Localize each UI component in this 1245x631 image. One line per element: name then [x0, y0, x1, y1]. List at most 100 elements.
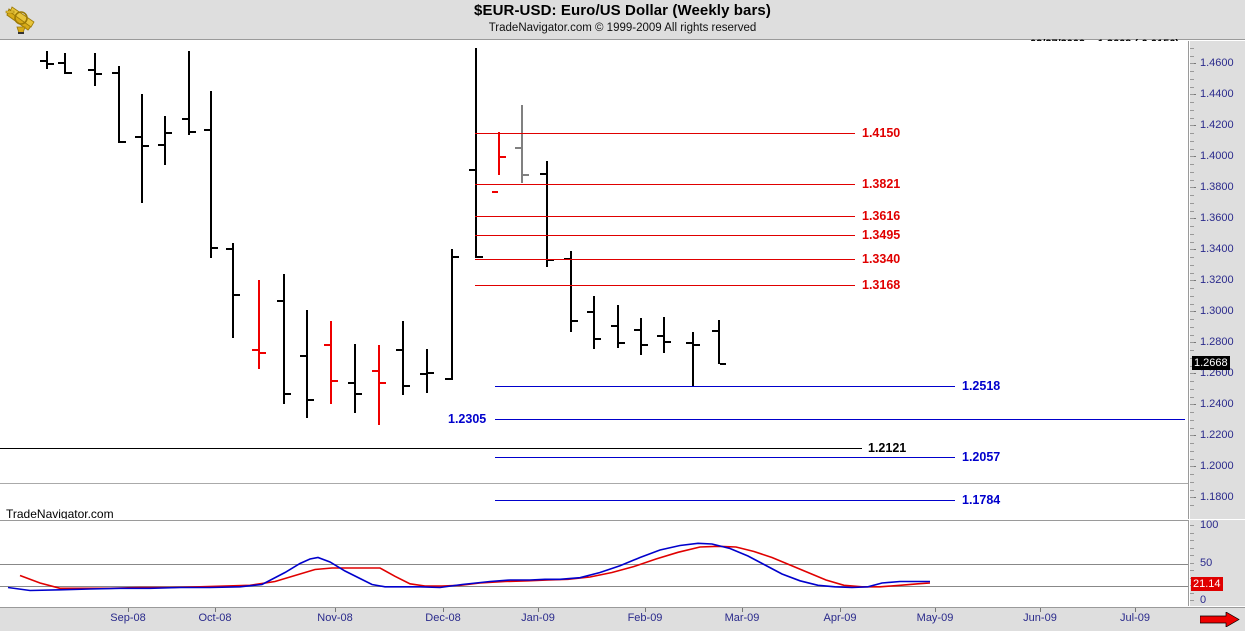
resistance-label: 1.4150 — [862, 126, 901, 141]
bar-close-tick — [619, 342, 625, 345]
ohlc-bar — [348, 343, 362, 413]
date-axis[interactable]: Sep-08 Oct-08 Nov-08 Dec-08 Jan-09 Feb-09 Mar-… — [0, 607, 1245, 631]
stochastic-axis-tick — [1190, 525, 1194, 526]
date-axis-tick — [128, 608, 129, 612]
bar-close-tick — [720, 362, 726, 365]
price-axis-minor-tick — [1190, 102, 1194, 104]
bar-close-tick — [190, 130, 196, 133]
price-axis-label: 1.2600 — [1200, 367, 1234, 380]
price-axis-minor-tick — [1190, 388, 1194, 390]
bar-close-tick — [428, 371, 434, 374]
bar-close-tick — [212, 247, 218, 250]
resistance-line[interactable] — [475, 234, 855, 236]
price-axis-minor-tick — [1190, 187, 1194, 189]
date-axis-label: Oct-08 — [198, 612, 232, 624]
price-axis-label: 1.2000 — [1200, 460, 1234, 473]
bar-open-tick — [182, 117, 188, 120]
price-axis-minor-tick — [1190, 412, 1194, 414]
ohlc-bar — [611, 305, 625, 348]
price-axis-minor-tick — [1190, 319, 1194, 321]
date-axis-label: Sep-08 — [110, 612, 146, 624]
resistance-line[interactable] — [475, 258, 855, 260]
bar-close-tick — [48, 63, 54, 66]
stochastic-pane[interactable] — [0, 520, 1189, 606]
sextant-logo-icon — [4, 3, 38, 35]
date-axis-label: Jan-09 — [521, 612, 555, 624]
price-axis-minor-tick — [1190, 71, 1194, 73]
bar-close-tick — [642, 343, 648, 346]
stochastic-axis[interactable]: 100 50 0 21.14 — [1190, 519, 1245, 606]
ohlc-bar — [40, 51, 54, 69]
stochastic-gridline — [0, 563, 1188, 565]
resistance-line[interactable] — [475, 184, 855, 186]
support-label: 1.2305 — [448, 412, 487, 427]
bar-open-tick — [686, 342, 692, 345]
price-axis-minor-tick — [1190, 109, 1194, 111]
price-axis-minor-tick — [1190, 396, 1194, 398]
bar-close-tick — [572, 319, 578, 322]
resistance-label: 1.3340 — [862, 251, 901, 266]
support-label: 1.2057 — [962, 450, 1001, 465]
price-axis-minor-tick — [1190, 55, 1194, 57]
ohlc-bar — [182, 51, 196, 135]
bar-open-tick — [712, 329, 718, 332]
price-axis-minor-tick — [1190, 78, 1194, 80]
bar-open-tick — [40, 59, 46, 62]
resistance-label: 1.3495 — [862, 227, 901, 242]
bar-open-tick — [657, 334, 663, 337]
price-axis-minor-tick — [1190, 156, 1194, 158]
price-axis-minor-tick — [1190, 125, 1194, 127]
resistance-line[interactable] — [475, 215, 855, 217]
support-line[interactable] — [495, 419, 1185, 421]
stoch-d-line — [19, 545, 931, 590]
ohlc-bar — [396, 320, 410, 396]
date-axis-tick — [443, 608, 444, 612]
date-axis-tick — [215, 608, 216, 612]
resistance-line[interactable] — [475, 133, 855, 135]
price-axis[interactable]: 1.4600 1.4400 1.4200 1.4000 1.3800 1.3600 1.34… — [1190, 41, 1245, 519]
price-axis-minor-tick — [1190, 164, 1194, 166]
bar-close-tick — [143, 144, 149, 147]
price-axis-minor-tick — [1190, 373, 1194, 375]
support-line[interactable] — [0, 447, 862, 449]
forward-arrow-icon[interactable] — [1200, 612, 1240, 627]
bar-open-tick — [611, 325, 617, 328]
price-axis-minor-tick — [1190, 466, 1194, 468]
bar-open-tick — [396, 348, 402, 351]
price-chart-pane[interactable]: 1.4150 1.3821 1.3616 1.3495 1.3340 1.3168 1.25… — [0, 41, 1189, 519]
price-axis-minor-tick — [1190, 202, 1194, 204]
bar-open-tick — [58, 61, 64, 64]
price-axis-label: 1.1800 — [1200, 491, 1234, 504]
price-axis-minor-tick — [1190, 342, 1194, 344]
support-line[interactable] — [495, 457, 955, 459]
date-axis-tick — [935, 608, 936, 612]
bar-close-tick — [523, 174, 529, 177]
ohlc-bar — [445, 249, 459, 380]
price-axis-label: 1.4200 — [1200, 119, 1234, 132]
stochastic-axis-tick — [1190, 570, 1194, 571]
ohlc-bar — [587, 295, 601, 350]
ohlc-bar — [300, 309, 314, 419]
support-line[interactable] — [495, 499, 955, 501]
support-line[interactable] — [495, 386, 955, 388]
bar-open-tick — [252, 348, 258, 351]
ohlc-bar — [657, 316, 671, 354]
price-axis-minor-tick — [1190, 295, 1194, 297]
bar-close-tick — [665, 340, 671, 343]
price-axis-minor-tick — [1190, 257, 1194, 259]
price-axis-minor-tick — [1190, 179, 1194, 181]
ohlc-bar — [469, 47, 483, 258]
price-axis-label: 1.3800 — [1200, 181, 1234, 194]
price-axis-minor-tick — [1190, 210, 1194, 212]
bar-open-tick — [324, 343, 330, 346]
price-axis-minor-tick — [1190, 303, 1194, 305]
price-axis-minor-tick — [1190, 427, 1194, 429]
price-axis-label: 1.4400 — [1200, 88, 1234, 101]
watermark-label: TradeNavigator.com — [6, 507, 114, 519]
resistance-line[interactable] — [475, 285, 855, 287]
bar-close-tick — [166, 132, 172, 135]
bar-close-tick — [356, 393, 362, 396]
date-axis-label: Mar-09 — [724, 612, 760, 624]
price-axis-minor-tick — [1190, 311, 1194, 313]
